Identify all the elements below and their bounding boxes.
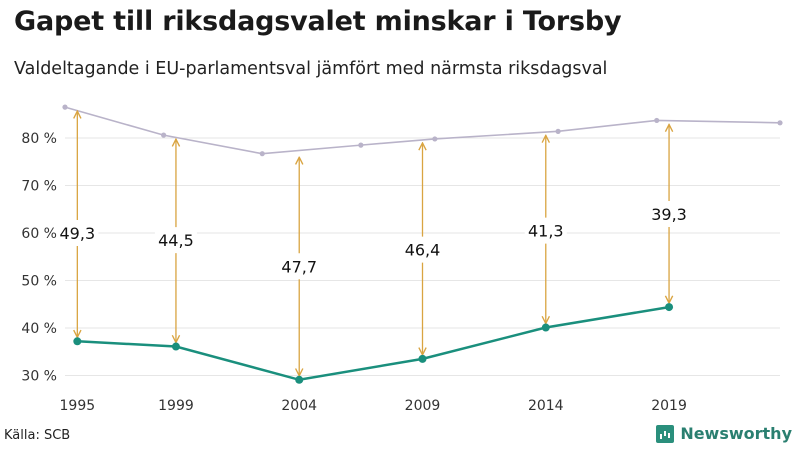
eu-val-point: [73, 337, 82, 346]
gap-label-bg: [648, 201, 691, 227]
gap-label: 39,3: [651, 205, 687, 224]
eu-val-point: [541, 323, 550, 332]
gap-label-bg: [154, 227, 197, 254]
source-note: Källa: SCB: [4, 428, 71, 443]
y-tick-label: 60 %: [21, 226, 57, 242]
riksdagsval-point: [358, 142, 364, 148]
brand: Newsworthy: [656, 424, 792, 443]
riksdagsval-point: [161, 132, 167, 138]
gap-label: 46,4: [405, 241, 441, 260]
brand-name: Newsworthy: [680, 424, 792, 443]
riksdagsval-point: [432, 136, 438, 142]
y-tick-label: 70 %: [21, 179, 57, 195]
eu-val-point: [295, 375, 304, 384]
chart-subtitle: Valdeltagande i EU-parlamentsval jämfört…: [14, 59, 608, 79]
x-tick-label: 1995: [60, 398, 96, 414]
eu-val-point: [171, 342, 180, 351]
x-tick-label: 2019: [651, 398, 687, 414]
eu-val-point: [418, 354, 427, 363]
y-tick-label: 40 %: [21, 321, 57, 337]
gap-label-bg: [56, 220, 99, 246]
gap-label: 49,3: [60, 224, 96, 243]
riksdagsval-point: [555, 128, 561, 134]
riksdagsval-point: [259, 151, 265, 157]
gap-label-bg: [278, 253, 321, 280]
gap-label-bg: [524, 217, 567, 244]
bar-chart-icon: [656, 424, 675, 443]
riksdagsval-point: [777, 120, 783, 126]
x-tick-label: 2009: [405, 398, 441, 414]
gap-label: 41,3: [528, 222, 564, 241]
gap-label: 44,5: [158, 231, 194, 250]
x-tick-label: 2014: [528, 398, 564, 414]
gap-label: 47,7: [281, 257, 317, 276]
y-tick-label: 50 %: [21, 274, 57, 290]
gap-label-bg: [401, 236, 444, 263]
riksdagsval-line: [64, 106, 781, 155]
y-tick-label: 80 %: [21, 131, 57, 147]
y-tick-label: 30 %: [21, 369, 57, 385]
x-tick-label: 1999: [158, 398, 194, 414]
eu-val-point: [665, 303, 674, 312]
chart-title: Gapet till riksdagsvalet minskar i Torsb…: [14, 6, 622, 37]
riksdagsval-point: [62, 104, 68, 110]
eu-val-line: [77, 305, 670, 382]
x-tick-label: 2004: [281, 398, 317, 414]
riksdagsval-point: [654, 117, 660, 124]
